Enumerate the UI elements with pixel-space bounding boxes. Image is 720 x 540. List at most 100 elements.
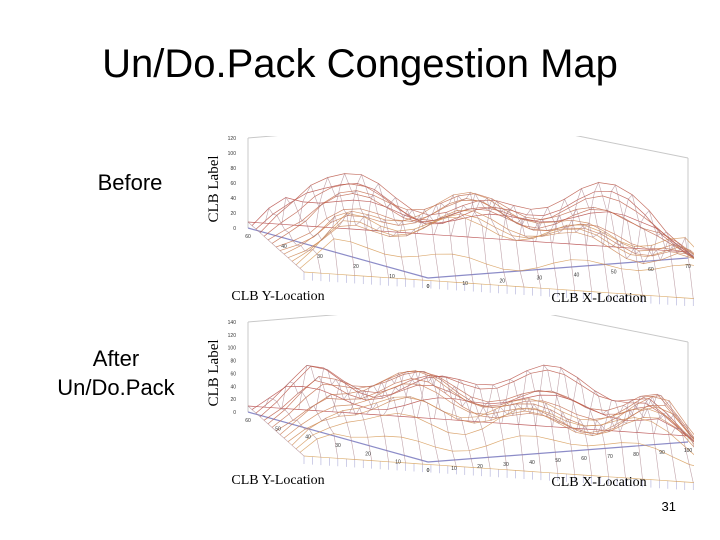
y-tick-label: 60 <box>245 418 251 424</box>
mesh-line <box>603 184 660 297</box>
slide-title: Un/Do.Pack Congestion Map <box>102 42 618 86</box>
mesh-line <box>653 412 694 448</box>
mesh-line <box>636 210 694 299</box>
mesh-line <box>332 379 389 462</box>
box-edge <box>550 315 689 343</box>
mesh-line <box>433 191 491 285</box>
mesh-line <box>281 381 339 459</box>
y-tick-label: 60 <box>245 234 251 240</box>
mesh-line <box>400 371 457 467</box>
mesh-line <box>349 173 406 279</box>
mesh-line <box>349 380 406 463</box>
z-tick-label: 0 <box>233 410 236 416</box>
mesh-line <box>569 187 626 294</box>
y-tick-label: 20 <box>365 451 371 457</box>
box-edge <box>575 136 689 159</box>
mesh-line <box>518 370 576 475</box>
congestion-plot-before: 120 100 80 60 40 20 0 60 40 30 20 10 0 0 10 20 30 40 50 60 7… <box>198 136 694 306</box>
mesh-line <box>247 221 305 273</box>
mesh-line <box>383 196 440 282</box>
mesh-line <box>450 378 508 470</box>
z-tick-label: 80 <box>230 359 236 365</box>
mesh-line <box>670 242 694 257</box>
x-tick-label: 50 <box>611 270 617 276</box>
x-tick-label: 50 <box>555 458 561 464</box>
mesh-line <box>552 198 609 293</box>
y-axis-label: CLB Y-Location <box>231 289 324 304</box>
mesh-line <box>467 383 525 472</box>
mesh-line <box>315 176 372 277</box>
mesh-line <box>267 371 694 440</box>
x-tick-label: 20 <box>477 464 483 470</box>
x-tick-label: 0 <box>427 284 430 290</box>
z-tick-label: 0 <box>233 226 236 232</box>
x-tick-label: 30 <box>537 275 543 281</box>
mesh-line <box>501 204 559 290</box>
after-label: After Un/Do.Pack <box>40 344 192 402</box>
y-axis-line <box>247 227 429 279</box>
mesh-line <box>670 427 694 439</box>
after-label-text: After Un/Do.Pack <box>57 346 175 400</box>
surface-mesh <box>247 172 694 306</box>
y-tick-label: 30 <box>335 443 341 449</box>
mesh-line <box>416 374 474 468</box>
y-tick-label: 40 <box>281 244 287 250</box>
x-tick-label: 30 <box>503 462 509 468</box>
x-tick-label: 20 <box>500 278 506 284</box>
mesh-line <box>400 203 457 283</box>
x-tick-label: 60 <box>581 456 587 462</box>
mesh-line <box>281 196 339 275</box>
x-tick-label: 10 <box>462 281 468 287</box>
z-tick-label: 60 <box>230 181 236 187</box>
mesh-line <box>636 393 694 483</box>
mesh-line <box>416 194 474 284</box>
z-axis-label: CLB Label <box>206 339 222 406</box>
z-axis-label: CLB Label <box>206 155 222 222</box>
page-number: 31 <box>661 499 676 514</box>
mesh-line <box>653 228 694 259</box>
x-tick-label: 0 <box>427 468 430 474</box>
mesh-line <box>315 367 372 461</box>
box-edge <box>247 315 339 323</box>
y-tick-label: 50 <box>275 426 281 432</box>
mesh-line <box>291 396 694 446</box>
y-tick-label: 40 <box>305 435 311 441</box>
surface-mesh <box>247 364 694 490</box>
mesh-line <box>247 405 305 457</box>
z-tick-label: 140 <box>228 320 237 326</box>
mesh-line <box>603 399 660 481</box>
mesh-line <box>366 182 423 281</box>
mesh-line <box>501 378 559 474</box>
mesh-line <box>484 200 542 289</box>
mesh-line <box>287 397 694 448</box>
mesh-line <box>518 208 576 291</box>
mesh-line <box>275 200 694 259</box>
z-tick-label: 40 <box>230 196 236 202</box>
z-tick-label: 100 <box>228 151 237 157</box>
mesh-line <box>552 366 609 477</box>
mesh-line <box>535 364 592 476</box>
x-axis-label: CLB X-Location <box>551 475 646 490</box>
x-tick-label: 10 <box>451 466 457 472</box>
y-axis-label: CLB Y-Location <box>231 473 324 488</box>
z-tick-label: 100 <box>228 346 237 352</box>
z-tick-label: 120 <box>228 333 237 339</box>
mesh-line <box>586 181 643 296</box>
mesh-line <box>433 375 491 469</box>
x-tick-label: 90 <box>659 450 665 456</box>
x-tick-label: 70 <box>685 264 691 270</box>
y-tick-label: 0 <box>427 284 430 290</box>
before-label: Before <box>97 170 163 195</box>
z-tick-label: 60 <box>230 371 236 377</box>
x-tick-label: 40 <box>574 273 580 279</box>
z-tick-label: 20 <box>230 397 236 403</box>
x-tick-label: 70 <box>607 454 613 460</box>
mesh-line <box>687 251 694 258</box>
y-tick-label: 10 <box>395 460 401 466</box>
mesh-line <box>484 384 542 473</box>
x-tick-label: 40 <box>529 460 535 466</box>
mesh-line <box>298 365 356 460</box>
z-tick-label: 40 <box>230 384 236 390</box>
mesh-line <box>620 194 677 298</box>
